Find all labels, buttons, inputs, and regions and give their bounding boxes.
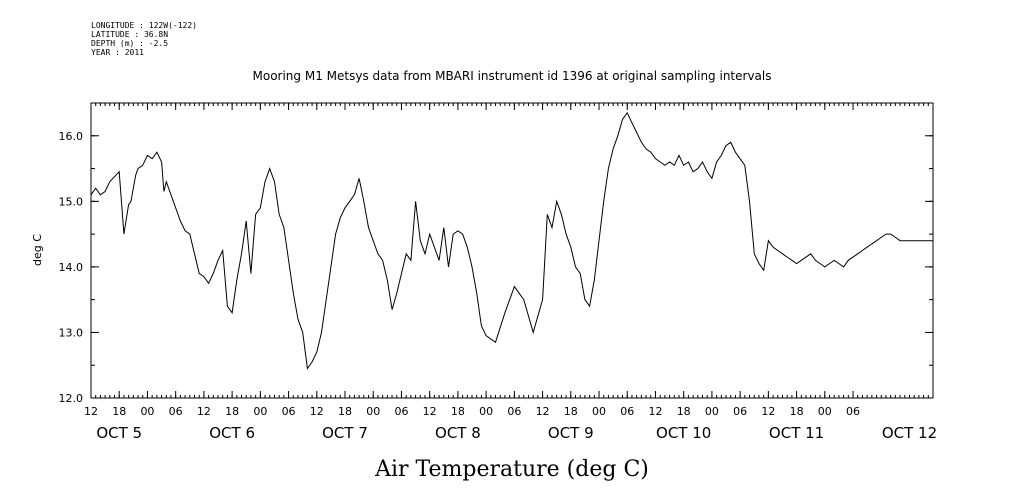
x-tick-label: 12 — [761, 405, 775, 418]
x-tick-label: 18 — [564, 405, 578, 418]
footer-variable-label: Air Temperature (deg C) — [374, 457, 649, 482]
date-label: OCT 5 — [96, 424, 142, 442]
date-label: OCT 11 — [769, 424, 824, 442]
date-label: OCT 10 — [656, 424, 711, 442]
x-tick-label: 12 — [648, 405, 662, 418]
year-label: YEAR : 2011 — [91, 48, 144, 57]
x-axis: 12 18 00 06 12 18 00 06 12 18 00 06 12 18 00 06 12 18 00 06… — [84, 103, 937, 442]
air-temperature-line — [90, 111, 933, 370]
date-label: OCT 8 — [435, 424, 481, 442]
y-tick-label: 13.0 — [59, 326, 84, 339]
depth-label: DEPTH (m) : -2.5 — [91, 39, 169, 48]
y-axis-label: deg C — [31, 234, 44, 266]
x-tick-label: 00 — [705, 405, 719, 418]
x-tick-label: 06 — [282, 405, 296, 418]
x-tick-label: 06 — [169, 405, 183, 418]
x-tick-label: 18 — [338, 405, 352, 418]
date-label: OCT 12 — [882, 424, 937, 442]
x-tick-label: 00 — [253, 405, 267, 418]
x-tick-label: 18 — [112, 405, 126, 418]
latitude-label: LATITUDE : 36.8N — [91, 30, 169, 39]
date-label: OCT 9 — [548, 424, 594, 442]
x-tick-label: 00 — [479, 405, 493, 418]
x-tick-label: 00 — [366, 405, 380, 418]
x-tick-label: 18 — [451, 405, 465, 418]
date-label: OCT 7 — [322, 424, 368, 442]
y-tick-label: 16.0 — [59, 130, 84, 143]
x-tick-label: 12 — [84, 405, 98, 418]
x-tick-label: 00 — [592, 405, 606, 418]
metadata-block: LONGITUDE : 122W(-122) LATITUDE : 36.8N … — [91, 21, 197, 57]
y-axis: 12.0 13.0 14.0 15.0 16.0 — [59, 102, 933, 405]
x-tick-label: 18 — [677, 405, 691, 418]
x-tick-label: 06 — [733, 405, 747, 418]
x-tick-label: 06 — [507, 405, 521, 418]
x-tick-label: 12 — [310, 405, 324, 418]
longitude-label: LONGITUDE : 122W(-122) — [91, 21, 197, 30]
x-tick-label: 12 — [536, 405, 550, 418]
plot-frame — [90, 102, 934, 399]
x-tick-label: 00 — [818, 405, 832, 418]
minor-ticks — [90, 103, 934, 398]
x-tick-label: 06 — [394, 405, 408, 418]
date-label: OCT 6 — [209, 424, 255, 442]
y-tick-label: 14.0 — [59, 261, 84, 274]
x-tick-label: 18 — [225, 405, 239, 418]
x-tick-label: 12 — [423, 405, 437, 418]
chart-title: Mooring M1 Metsys data from MBARI instru… — [253, 69, 772, 83]
x-tick-label: 06 — [846, 405, 860, 418]
x-tick-label: 18 — [790, 405, 804, 418]
y-tick-label: 15.0 — [59, 195, 84, 208]
x-tick-label: 12 — [197, 405, 211, 418]
x-tick-label: 00 — [140, 405, 154, 418]
y-tick-label: 12.0 — [59, 392, 84, 405]
x-tick-label: 06 — [620, 405, 634, 418]
